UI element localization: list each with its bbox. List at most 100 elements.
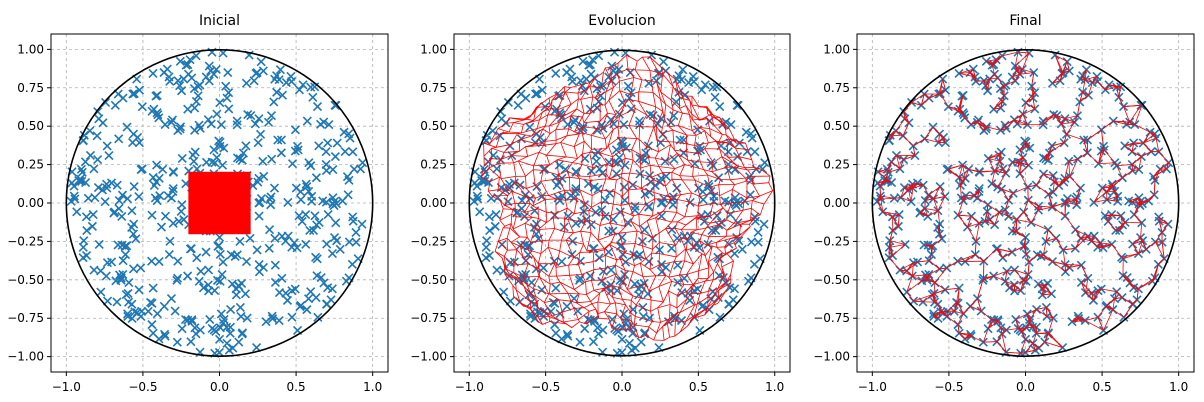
data-point (319, 278, 329, 288)
mesh-line (924, 138, 939, 143)
mesh-line (1026, 322, 1030, 328)
mesh-line (1011, 219, 1017, 232)
mesh-line (937, 196, 946, 211)
mesh-line (1022, 102, 1027, 115)
mesh-line (904, 183, 913, 188)
data-point (483, 178, 494, 188)
mesh-line (1000, 101, 1003, 109)
mesh-line (1111, 244, 1122, 258)
mesh-line (884, 172, 889, 181)
mesh-line (888, 168, 901, 173)
mesh-line (892, 214, 900, 218)
data-point (628, 328, 638, 338)
data-point (270, 260, 280, 270)
mesh-line (1106, 184, 1113, 192)
mesh-line (1031, 72, 1035, 87)
data-point (894, 210, 904, 220)
data-point (233, 281, 244, 291)
data-point (585, 104, 595, 114)
mesh-line (1140, 200, 1149, 202)
mesh-line (1105, 84, 1110, 91)
mesh-line (1052, 185, 1060, 193)
mesh-line (1142, 131, 1151, 144)
data-point (253, 177, 263, 187)
mesh-line (1080, 75, 1083, 80)
data-point (308, 225, 319, 236)
data-point (974, 183, 984, 194)
mesh-line (1161, 223, 1169, 233)
mesh-line (1138, 156, 1142, 170)
data-point (215, 98, 225, 108)
mesh-line (900, 189, 909, 198)
mesh-line (933, 198, 939, 211)
mesh-line (1085, 76, 1098, 81)
mesh-line (1138, 240, 1144, 254)
y-tick-label: 0.00 (823, 196, 850, 210)
data-point (661, 262, 671, 272)
mesh-line (1015, 65, 1023, 70)
data-point (275, 65, 285, 75)
panel-title: Inicial (199, 13, 240, 29)
mesh-line (923, 93, 930, 99)
mesh-line (889, 240, 893, 256)
mesh-line (988, 151, 1002, 159)
mesh-line (1048, 191, 1054, 195)
data-point (619, 120, 629, 130)
data-point (351, 237, 361, 247)
data-point (192, 164, 202, 174)
y-tick-label: −1.00 (7, 350, 44, 364)
mesh-line (1043, 173, 1054, 176)
mesh-line (1045, 229, 1049, 242)
data-point (608, 215, 618, 225)
data-point (331, 218, 341, 228)
mesh-line (1085, 292, 1094, 301)
data-point (243, 109, 253, 120)
mesh-line (1056, 115, 1066, 120)
x-tick-label: −1.0 (52, 380, 81, 394)
mesh-line (876, 195, 881, 202)
mesh-line (500, 197, 765, 208)
data-point (643, 289, 653, 299)
mesh-line (987, 204, 1000, 213)
mesh-line (1025, 343, 1034, 353)
data-point (283, 197, 293, 207)
mesh-line (1066, 133, 1084, 141)
data-point (294, 211, 304, 221)
data-point (167, 115, 178, 125)
mesh-line (1012, 157, 1023, 163)
data-point (287, 312, 297, 322)
data-point (481, 253, 491, 263)
mesh-line (1082, 69, 1087, 76)
mesh-line (641, 56, 657, 336)
data-point (147, 256, 157, 266)
data-point (214, 136, 224, 146)
mesh-line (1052, 72, 1064, 84)
data-point (118, 93, 128, 103)
mesh-line (974, 76, 977, 82)
data-point (177, 153, 187, 164)
mesh-line (1056, 115, 1062, 125)
data-point (173, 256, 183, 266)
data-point (174, 216, 184, 226)
mesh-line (911, 262, 914, 277)
mesh-line (957, 254, 976, 262)
mesh-line (1093, 191, 1107, 203)
data-point (147, 320, 157, 330)
mesh-line (1131, 151, 1142, 157)
mesh-line (1087, 152, 1099, 165)
data-point (213, 241, 223, 251)
mesh-line (1042, 114, 1055, 126)
mesh-line (1119, 222, 1126, 231)
mesh-line (1064, 118, 1075, 123)
mesh-line (1113, 120, 1130, 123)
panel-2: −1.0 −0.5 0.0 0.5 1.0 1.00 0.75 0.50 0.25 0.00 −0.… (410, 13, 791, 394)
mesh-line (1030, 209, 1039, 223)
data-point (110, 207, 120, 217)
data-point (611, 169, 622, 179)
data-point (240, 289, 251, 299)
mesh-line (961, 197, 964, 201)
mesh-line (1041, 285, 1045, 290)
data-point (114, 134, 124, 144)
data-point (172, 273, 183, 283)
data-point (110, 100, 120, 110)
